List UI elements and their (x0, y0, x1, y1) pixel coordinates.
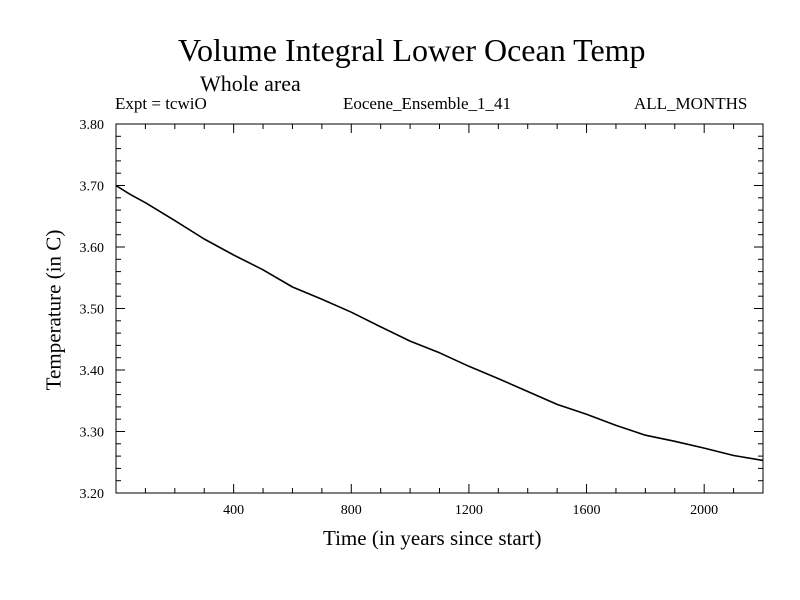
y-tick-label: 3.30 (80, 426, 105, 441)
y-tick-label: 3.50 (80, 303, 105, 318)
y-axis-ticks (116, 135, 763, 482)
experiment-label: Expt = tcwiO (115, 94, 207, 113)
ensemble-label: Eocene_Ensemble_1_41 (343, 94, 512, 113)
x-axis-tick-labels: 400 800 1200 1600 2000 (223, 503, 718, 518)
y-tick-label: 3.60 (80, 241, 105, 256)
x-tick-label: 1200 (455, 503, 483, 518)
x-axis-ticks (144, 124, 735, 493)
plot-frame (115, 123, 764, 494)
y-tick-label: 3.70 (80, 180, 105, 195)
chart-title: Volume Integral Lower Ocean Temp (178, 32, 646, 68)
chart-subtitle: Whole area (200, 71, 301, 96)
y-tick-label: 3.80 (80, 118, 105, 133)
months-label: ALL_MONTHS (634, 94, 748, 113)
y-axis-tick-labels: 3.20 3.30 3.40 3.50 3.60 3.70 3.80 (80, 118, 105, 502)
x-tick-label: 2000 (690, 503, 718, 518)
series-layer (115, 184, 764, 462)
series-line (115, 184, 764, 462)
x-tick-label: 800 (341, 503, 362, 518)
x-tick-label: 400 (223, 503, 244, 518)
y-tick-label: 3.40 (80, 364, 105, 379)
y-tick-label: 3.20 (80, 487, 105, 502)
x-axis-title: Time (in years since start) (323, 526, 542, 550)
x-tick-label: 1600 (573, 503, 601, 518)
